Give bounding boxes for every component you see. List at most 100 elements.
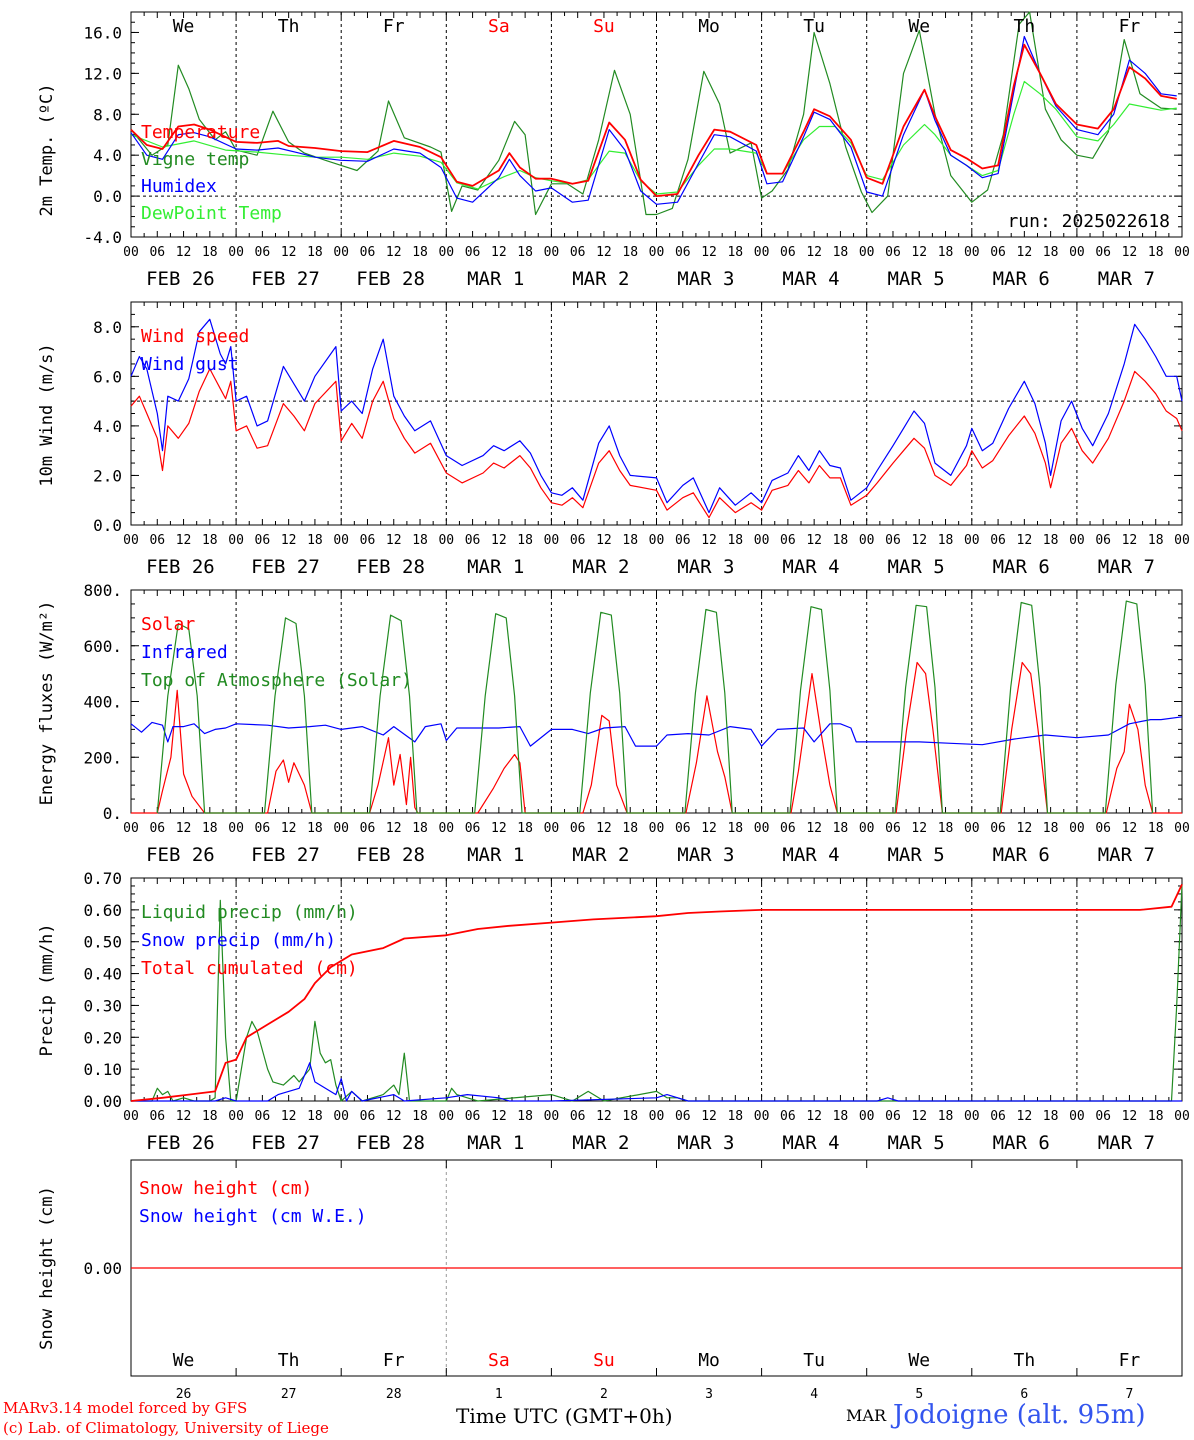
day-name-label: Th — [1014, 16, 1036, 37]
x-date-label: MAR 2 — [572, 556, 629, 578]
x-hour-tick-label: 18 — [412, 533, 428, 548]
day-name-label: Fr — [1119, 1350, 1141, 1371]
x-hour-tick-label: 06 — [780, 245, 796, 260]
x-hour-tick-label: 12 — [1017, 533, 1033, 548]
x-date-label: FEB 26 — [146, 1132, 215, 1154]
series-line-red — [130, 368, 1183, 519]
series-line-dark_green — [131, 884, 1183, 1102]
x-hour-tick-label: 00 — [333, 533, 349, 548]
legend-entry: Snow precip (mm/h) — [141, 930, 336, 951]
x-hour-tick-label: 00 — [754, 245, 770, 260]
x-date-label: FEB 26 — [146, 268, 215, 290]
x-hour-tick-label: 06 — [570, 1109, 586, 1124]
x-hour-tick-label: 00 — [964, 821, 980, 836]
legend-entry: Wind speed — [141, 326, 249, 347]
day-name-label: Su — [593, 1350, 615, 1371]
x-hour-tick-label: 12 — [386, 245, 402, 260]
x-hour-tick-label: 00 — [649, 533, 665, 548]
panel-4: 0.00 0.10 0.20 0.30 0.40 0.50 0.60 0.70 Precip (… — [37, 869, 1190, 1154]
day-name-label: Tu — [803, 16, 825, 37]
x-hour-tick-label: 12 — [596, 533, 612, 548]
x-hour-tick-label: 12 — [1122, 533, 1138, 548]
x-date-label: FEB 27 — [251, 556, 320, 578]
x-hour-tick-label: 18 — [938, 821, 954, 836]
y-tick-label: 4.0 — [93, 146, 122, 165]
legend-entry: Snow height (cm W.E.) — [139, 1206, 367, 1227]
day-name-label: Fr — [383, 16, 405, 37]
x-hour-tick-label: 12 — [386, 1109, 402, 1124]
x-date-label: MAR 7 — [1098, 844, 1155, 866]
day-number-label: 3 — [705, 1387, 713, 1402]
x-hour-tick-label: 00 — [964, 1109, 980, 1124]
x-date-label: MAR 1 — [467, 268, 524, 290]
x-date-label: FEB 26 — [146, 556, 215, 578]
x-hour-tick-label: 12 — [1122, 245, 1138, 260]
x-hour-tick-label: 00 — [859, 245, 875, 260]
legend-entry: Snow height (cm) — [139, 1178, 312, 1199]
x-hour-tick-label: 06 — [255, 821, 271, 836]
day-name-label: Sa — [488, 16, 510, 37]
x-hour-tick-label: 18 — [727, 1109, 743, 1124]
y-axis-label: 10m Wind (m/s) — [37, 343, 57, 486]
x-hour-tick-label: 18 — [412, 821, 428, 836]
x-hour-tick-label: 06 — [360, 245, 376, 260]
x-hour-tick-label: 00 — [859, 533, 875, 548]
x-hour-tick-label: 18 — [517, 1109, 533, 1124]
day-name-label: We — [173, 1350, 195, 1371]
x-hour-tick-label: 06 — [1095, 245, 1111, 260]
x-hour-tick-label: 06 — [675, 1109, 691, 1124]
x-date-label: MAR 7 — [1098, 268, 1155, 290]
day-name-label: We — [908, 16, 930, 37]
x-date-label: MAR 3 — [677, 268, 734, 290]
x-hour-tick-label: 06 — [570, 533, 586, 548]
x-hour-tick-label: 18 — [1043, 533, 1059, 548]
x-hour-tick-label: 00 — [123, 533, 139, 548]
x-hour-tick-label: 12 — [701, 533, 717, 548]
x-hour-tick-label: 06 — [1095, 821, 1111, 836]
day-number-label: 4 — [810, 1387, 818, 1402]
x-hour-tick-label: 00 — [333, 821, 349, 836]
y-tick-label: -4.0 — [83, 228, 122, 247]
x-hour-tick-label: 12 — [386, 821, 402, 836]
x-hour-tick-label: 06 — [675, 533, 691, 548]
x-hour-tick-label: 06 — [675, 821, 691, 836]
x-hour-tick-label: 12 — [1017, 1109, 1033, 1124]
x-hour-tick-label: 18 — [412, 1109, 428, 1124]
x-hour-tick-label: 12 — [701, 1109, 717, 1124]
x-hour-tick-label: 06 — [255, 533, 271, 548]
month-label: MAR — [846, 1406, 886, 1425]
x-date-label: MAR 2 — [572, 1132, 629, 1154]
day-name-label: We — [908, 1350, 930, 1371]
y-tick-label: 800. — [83, 581, 122, 600]
x-hour-tick-label: 12 — [806, 245, 822, 260]
x-hour-tick-label: 00 — [964, 245, 980, 260]
x-hour-tick-label: 18 — [622, 821, 638, 836]
x-hour-tick-label: 00 — [438, 245, 454, 260]
series-line-blue — [130, 716, 1183, 747]
x-hour-tick-label: 06 — [570, 821, 586, 836]
x-date-label: MAR 3 — [677, 556, 734, 578]
y-tick-label: 0.0 — [93, 516, 122, 535]
x-hour-tick-label: 00 — [228, 1109, 244, 1124]
y-tick-label: 4.0 — [93, 417, 122, 436]
day-name-label: Th — [278, 1350, 300, 1371]
legend-entry: Humidex — [141, 176, 217, 197]
day-number-label: 1 — [495, 1387, 503, 1402]
series-line-blue — [130, 318, 1183, 514]
x-hour-tick-label: 12 — [491, 245, 507, 260]
x-hour-tick-label: 12 — [176, 245, 192, 260]
x-hour-tick-label: 18 — [833, 821, 849, 836]
x-hour-tick-label: 12 — [911, 533, 927, 548]
x-hour-tick-label: 06 — [885, 821, 901, 836]
x-hour-tick-label: 06 — [990, 533, 1006, 548]
x-hour-tick-label: 00 — [1174, 533, 1190, 548]
series-line-light_green — [130, 80, 1177, 195]
x-hour-tick-label: 12 — [596, 245, 612, 260]
panel-5: 0.00 Snow height (cm) Snow height (cm) Snow… — [37, 1159, 1183, 1402]
x-hour-tick-label: 18 — [1148, 533, 1164, 548]
x-hour-tick-label: 18 — [1043, 1109, 1059, 1124]
y-tick-label: 0.10 — [83, 1060, 122, 1079]
location-title: Jodoigne (alt. 95m) — [893, 1400, 1146, 1430]
x-hour-tick-label: 00 — [544, 1109, 560, 1124]
x-hour-tick-label: 06 — [1095, 1109, 1111, 1124]
